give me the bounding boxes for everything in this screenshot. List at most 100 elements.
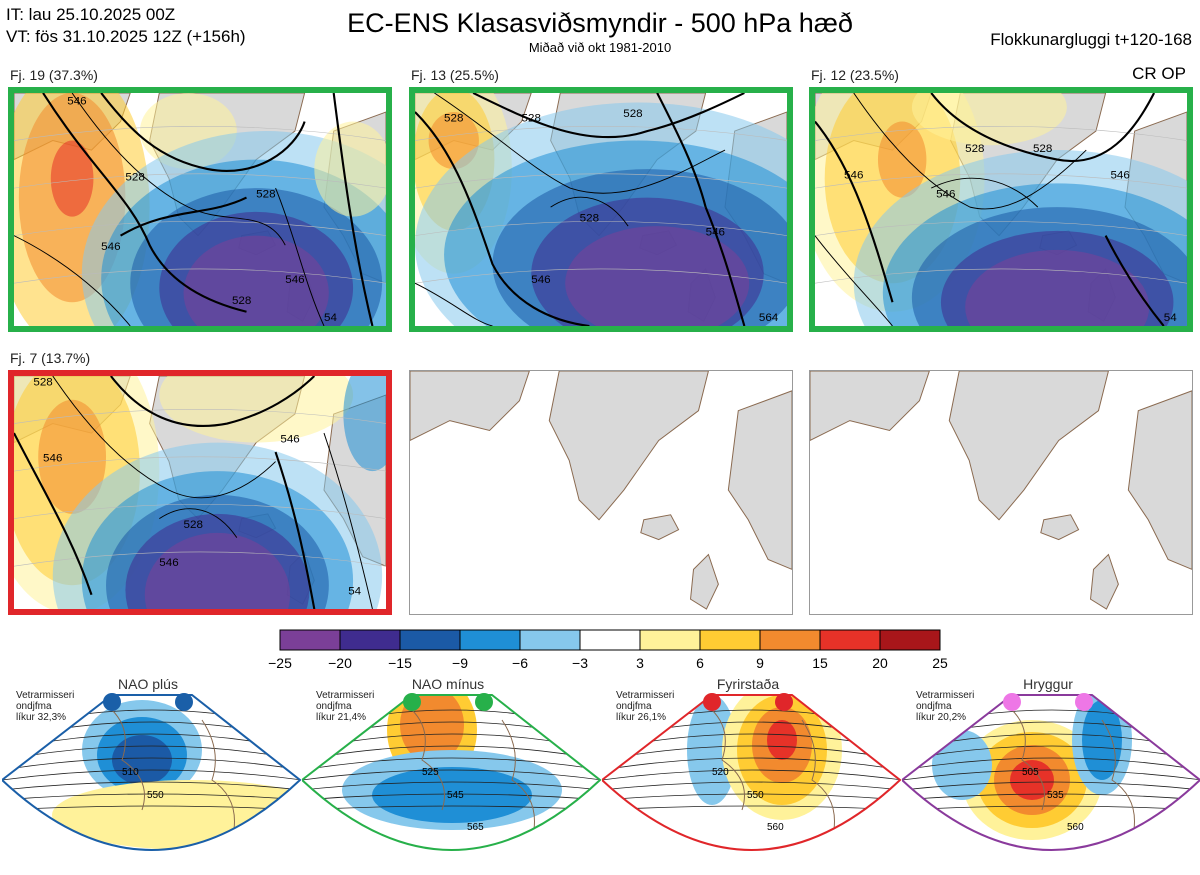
cluster-map-svg: 528 546 546 528 546 54 — [815, 93, 1187, 326]
grid-line — [14, 221, 386, 236]
regime-note: Vetrarmisseri ondjfma líkur 21,4% — [316, 690, 374, 723]
height-contour — [550, 196, 629, 227]
regime-contour-label: 550 — [147, 790, 164, 801]
chart-subtitle: Miðað við okt 1981-2010 — [528, 40, 672, 55]
contour-label: 546 — [531, 274, 550, 286]
height-contour — [853, 93, 1087, 210]
contour-label: 528 — [33, 377, 52, 389]
cluster-map-svg: 528 546 546 528 546 54 — [14, 376, 386, 609]
height-contour — [42, 93, 247, 313]
canada-land — [410, 371, 530, 441]
height-contour — [274, 451, 316, 609]
regime-note-line: líkur 21,4% — [316, 712, 367, 723]
regime-contour-label: 535 — [1047, 790, 1064, 801]
cluster-label-1: Fj. 19 (37.3%) — [10, 67, 98, 83]
regime-contour-label: 505 — [1022, 767, 1039, 778]
height-contour — [930, 93, 1156, 163]
height-contour — [275, 187, 325, 326]
regime-map: 505 535 560 — [900, 693, 1200, 851]
greenland-land — [948, 371, 1109, 521]
anomaly-overlay — [565, 226, 750, 326]
height-contour — [14, 432, 93, 596]
grid-line — [14, 268, 386, 284]
contour-label: 546 — [67, 95, 86, 107]
empty-map-1 — [409, 370, 793, 615]
regime-contour — [302, 793, 600, 801]
britain-land — [1090, 553, 1119, 610]
regime-contour — [302, 781, 600, 791]
grid-line — [815, 268, 1187, 284]
regime-contour — [902, 757, 1200, 771]
grid-line — [415, 173, 787, 189]
contour-label: 528 — [623, 108, 642, 120]
regime-map: 525 545 565 — [300, 693, 602, 851]
regime-map: 510 550 — [0, 693, 302, 851]
regime-coast — [411, 709, 535, 841]
colorbar-tick: −9 — [452, 655, 468, 671]
regime-dot — [103, 693, 121, 711]
contour-label: 546 — [706, 227, 725, 239]
crop-label: CR OP — [1132, 64, 1186, 83]
regime-anomaly — [767, 720, 797, 760]
regime-contour — [902, 793, 1200, 801]
grid-line — [415, 221, 787, 236]
regime-dot — [775, 693, 793, 711]
cluster-map-4: 528 546 546 528 546 54 — [8, 370, 392, 615]
greenland-land — [548, 371, 709, 521]
colorbar-segment — [879, 629, 941, 651]
contour-label: 528 — [444, 113, 463, 125]
contour-label: 54 — [324, 312, 338, 324]
empty-map-svg — [410, 371, 792, 614]
regime-note-line: ondjfma — [316, 701, 352, 712]
regime-note-line: ondjfma — [616, 701, 652, 712]
regime-note-line: Vetrarmisseri — [616, 690, 675, 701]
grid-line — [14, 551, 386, 567]
height-contour — [704, 206, 746, 326]
colorbar-tick: −6 — [512, 655, 528, 671]
colorbar-tick: 25 — [932, 655, 948, 671]
classification-window: Flokkunargluggi t+120-168 — [990, 30, 1192, 49]
regime-contour-label: 560 — [1067, 822, 1084, 833]
regime-anomaly — [112, 735, 172, 785]
iceland-land — [640, 514, 680, 541]
regime-title: NAO plús — [118, 676, 178, 692]
height-contour — [415, 282, 493, 326]
height-contour — [120, 196, 247, 237]
regime-contour-label: 550 — [747, 790, 764, 801]
regime-contour — [602, 805, 900, 811]
anomaly-overlay — [38, 399, 107, 514]
regime-contour-label: 525 — [422, 767, 439, 778]
regime-contour — [2, 805, 300, 811]
anomaly-overlay — [343, 376, 386, 472]
regime-1: 525 545 565 NAO mínus Vetrarmisseri ondjfma lí… — [300, 670, 602, 870]
regime-contour-label: 560 — [767, 822, 784, 833]
height-contour — [815, 235, 893, 326]
regime-coast — [111, 709, 235, 841]
height-contour — [323, 432, 373, 609]
contour-label: 528 — [184, 519, 203, 531]
regime-contour — [602, 793, 900, 801]
regime-note-line: líkur 32,3% — [16, 712, 67, 723]
contour-label: 546 — [43, 453, 62, 465]
regime-frame — [600, 694, 902, 851]
cluster-map-svg: 546 528 546 528 528 546 54 — [14, 93, 386, 326]
contour-label: 546 — [159, 557, 178, 569]
colorbar-tick: 20 — [872, 655, 888, 671]
regime-map: 520 550 560 — [600, 693, 902, 851]
regime-dot — [703, 693, 721, 711]
regime-note-line: ondjfma — [916, 701, 952, 712]
regime-contour — [902, 769, 1200, 781]
regime-frame — [300, 694, 602, 851]
valid-time: VT: fös 31.10.2025 12Z (+156h) — [6, 27, 246, 46]
regime-dot — [1075, 693, 1093, 711]
anomaly-overlay — [50, 140, 94, 217]
regime-contour — [2, 769, 300, 781]
cluster-map-2: 528 528 528 528 546 564 546 — [409, 87, 793, 332]
anomaly-overlay — [911, 93, 1067, 146]
empty-map-2 — [809, 370, 1193, 615]
empty-map-svg — [810, 371, 1192, 614]
regime-contour — [602, 769, 900, 781]
regime-contour-label: 510 — [122, 767, 139, 778]
contour-label: 528 — [125, 172, 144, 184]
regime-note-line: ondjfma — [16, 701, 52, 712]
